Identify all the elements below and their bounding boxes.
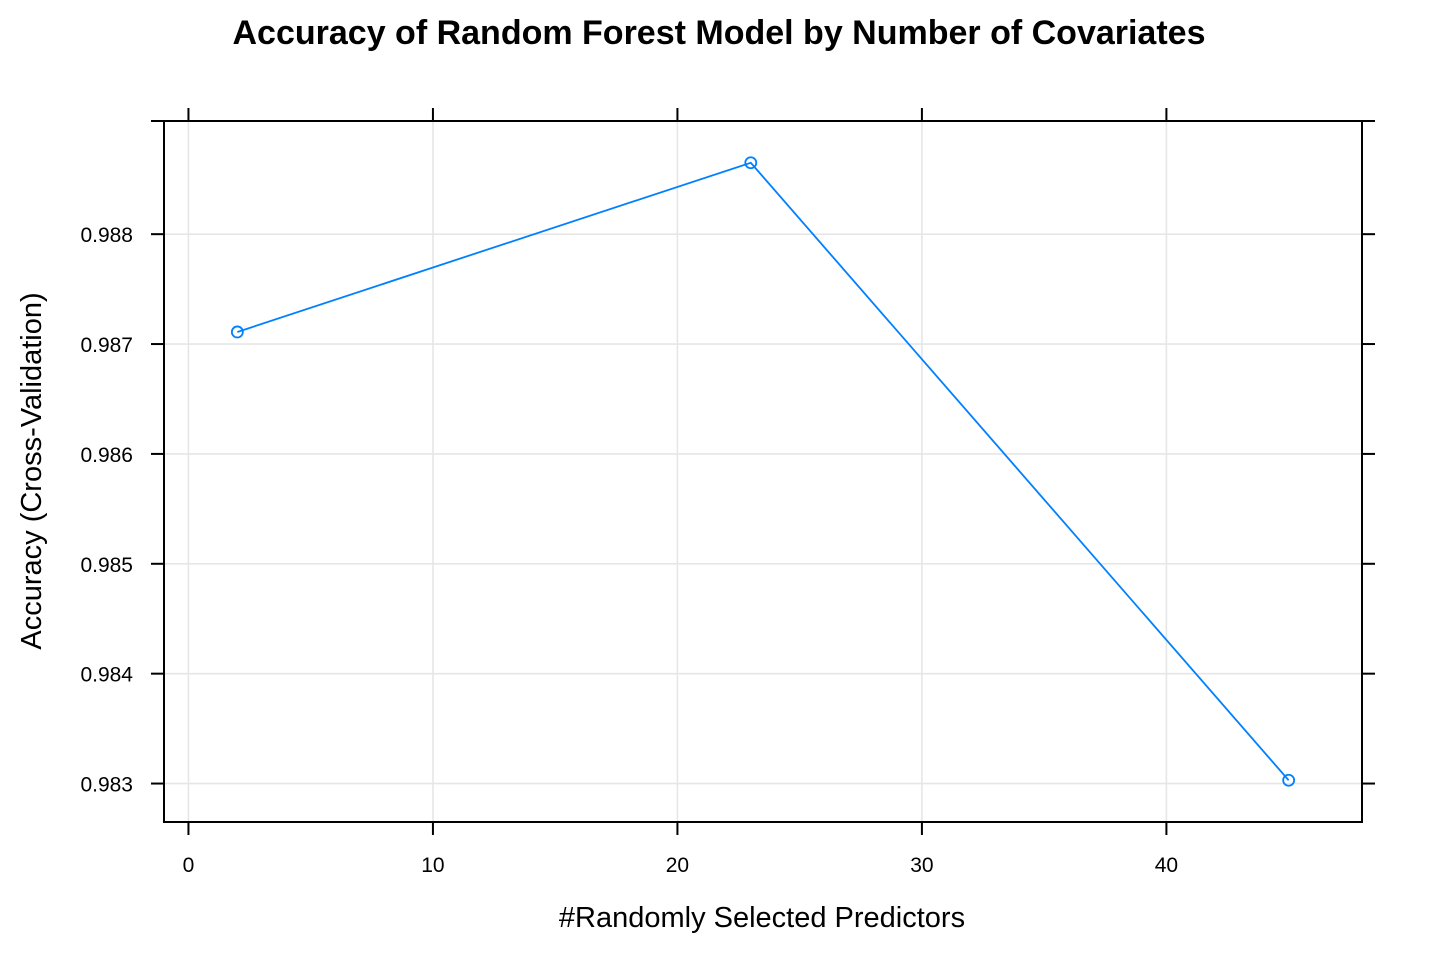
data-series (230, 156, 1296, 787)
x-tick-label: 30 (910, 854, 933, 877)
x-tick-label: 0 (183, 854, 195, 877)
y-tick-label: 0.988 (80, 224, 133, 247)
data-point (1282, 773, 1296, 787)
x-tick-label: 20 (666, 854, 689, 877)
x-axis-label: #Randomly Selected Predictors (559, 902, 965, 934)
y-tick-label: 0.986 (80, 444, 133, 467)
axis-ticks: 0 10 20 30 40 0.983 0.984 0.985 0.986 0.987 0.988 (80, 108, 1375, 877)
y-tick-label: 0.984 (80, 664, 133, 687)
y-tick-label: 0.983 (80, 774, 133, 797)
y-tick-label: 0.985 (80, 554, 133, 577)
x-tick-label: 10 (421, 854, 444, 877)
y-axis-label: Accuracy (Cross-Validation) (16, 292, 48, 649)
x-tick-label: 40 (1155, 854, 1178, 877)
plot-border (163, 120, 1363, 823)
data-point (744, 156, 758, 170)
plot-frame (163, 120, 1363, 823)
y-tick-label: 0.987 (80, 334, 133, 357)
grid-lines (164, 121, 1362, 822)
series-line (237, 161, 1290, 781)
chart-title: Accuracy of Random Forest Model by Numbe… (233, 14, 1206, 52)
data-point (230, 325, 244, 339)
